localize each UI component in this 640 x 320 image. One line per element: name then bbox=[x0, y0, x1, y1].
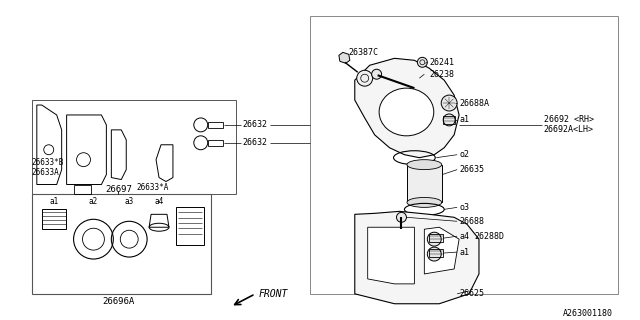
Bar bbox=[176, 207, 204, 245]
Text: 26387C: 26387C bbox=[349, 48, 379, 57]
Circle shape bbox=[356, 70, 372, 86]
Text: 26697: 26697 bbox=[105, 185, 132, 194]
Text: a1: a1 bbox=[49, 197, 58, 206]
Text: 26625: 26625 bbox=[459, 289, 484, 298]
Polygon shape bbox=[424, 227, 459, 274]
Text: 26632: 26632 bbox=[243, 120, 268, 129]
Text: a2: a2 bbox=[89, 197, 98, 206]
Ellipse shape bbox=[407, 197, 442, 207]
Text: 26632: 26632 bbox=[243, 138, 268, 147]
Text: 26696A: 26696A bbox=[102, 297, 134, 306]
Text: o2: o2 bbox=[459, 150, 469, 159]
Circle shape bbox=[397, 212, 406, 222]
Text: 26688: 26688 bbox=[459, 217, 484, 226]
Text: 26635: 26635 bbox=[459, 165, 484, 174]
Ellipse shape bbox=[379, 88, 434, 136]
Text: 26633*B: 26633*B bbox=[32, 158, 64, 167]
Text: a4: a4 bbox=[459, 232, 469, 241]
Text: FRONT: FRONT bbox=[259, 289, 288, 299]
Bar bbox=[310, 16, 618, 294]
Polygon shape bbox=[355, 211, 479, 304]
Bar bbox=[32, 195, 211, 294]
Circle shape bbox=[417, 57, 428, 67]
Circle shape bbox=[441, 95, 457, 111]
Circle shape bbox=[444, 114, 455, 126]
Text: 26238: 26238 bbox=[429, 70, 454, 79]
Text: 26633A: 26633A bbox=[32, 168, 60, 177]
Text: 26692 <RH>: 26692 <RH> bbox=[543, 116, 593, 124]
Text: A263001180: A263001180 bbox=[563, 309, 613, 318]
Text: 26633*A: 26633*A bbox=[137, 183, 169, 192]
Polygon shape bbox=[368, 227, 414, 284]
Bar bbox=[429, 234, 444, 242]
Text: 26692A<LH>: 26692A<LH> bbox=[543, 125, 593, 134]
Text: 26241: 26241 bbox=[429, 58, 454, 67]
Text: o3: o3 bbox=[459, 203, 469, 212]
Text: a1: a1 bbox=[459, 116, 469, 124]
Polygon shape bbox=[339, 52, 350, 63]
Text: a4: a4 bbox=[154, 197, 164, 206]
Text: 26688A: 26688A bbox=[459, 99, 489, 108]
Bar bbox=[408, 165, 442, 203]
Bar bbox=[32, 100, 236, 195]
Bar bbox=[208, 122, 223, 128]
Ellipse shape bbox=[407, 160, 442, 170]
Bar bbox=[444, 116, 455, 124]
Text: a1: a1 bbox=[459, 248, 469, 257]
Text: a3: a3 bbox=[125, 197, 134, 206]
Bar bbox=[208, 140, 223, 146]
Bar bbox=[429, 249, 444, 257]
Circle shape bbox=[372, 69, 381, 79]
Bar bbox=[42, 209, 66, 229]
Text: 26288D: 26288D bbox=[474, 232, 504, 241]
Circle shape bbox=[428, 232, 441, 246]
Circle shape bbox=[428, 247, 441, 261]
Polygon shape bbox=[355, 58, 459, 158]
